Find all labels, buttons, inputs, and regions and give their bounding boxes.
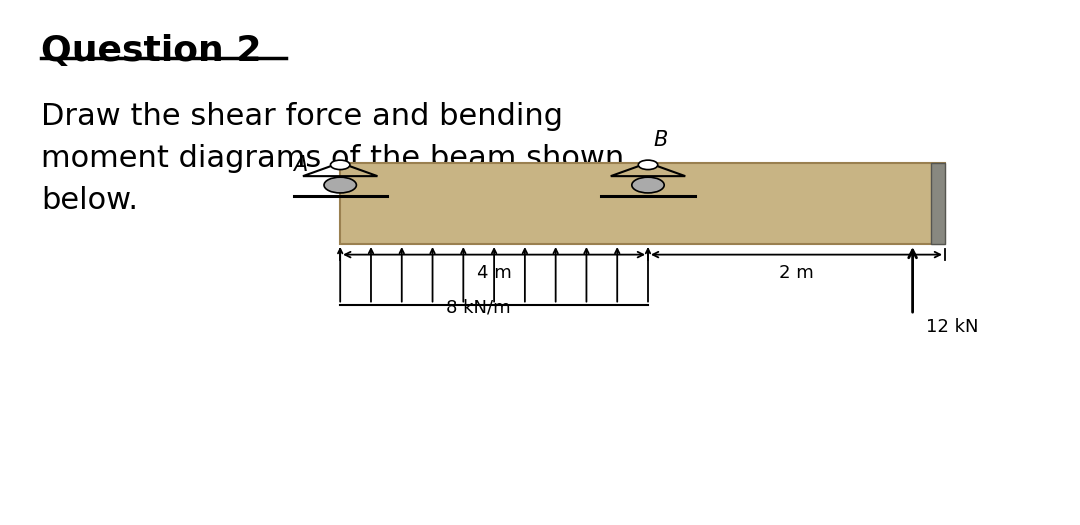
Text: Question 2: Question 2 — [41, 34, 261, 68]
Text: Draw the shear force and bending
moment diagrams of the beam shown
below.: Draw the shear force and bending moment … — [41, 102, 624, 215]
Circle shape — [330, 160, 350, 170]
Text: 12 kN: 12 kN — [926, 318, 978, 335]
Text: 4 m: 4 m — [476, 264, 512, 282]
Text: A: A — [294, 155, 308, 175]
Circle shape — [638, 160, 658, 170]
Text: B: B — [653, 130, 667, 150]
Circle shape — [324, 177, 356, 193]
FancyBboxPatch shape — [340, 163, 945, 244]
Circle shape — [632, 177, 664, 193]
Text: 8 kN/m: 8 kN/m — [446, 298, 510, 316]
Bar — [931, 163, 945, 244]
Text: 2 m: 2 m — [779, 264, 814, 282]
